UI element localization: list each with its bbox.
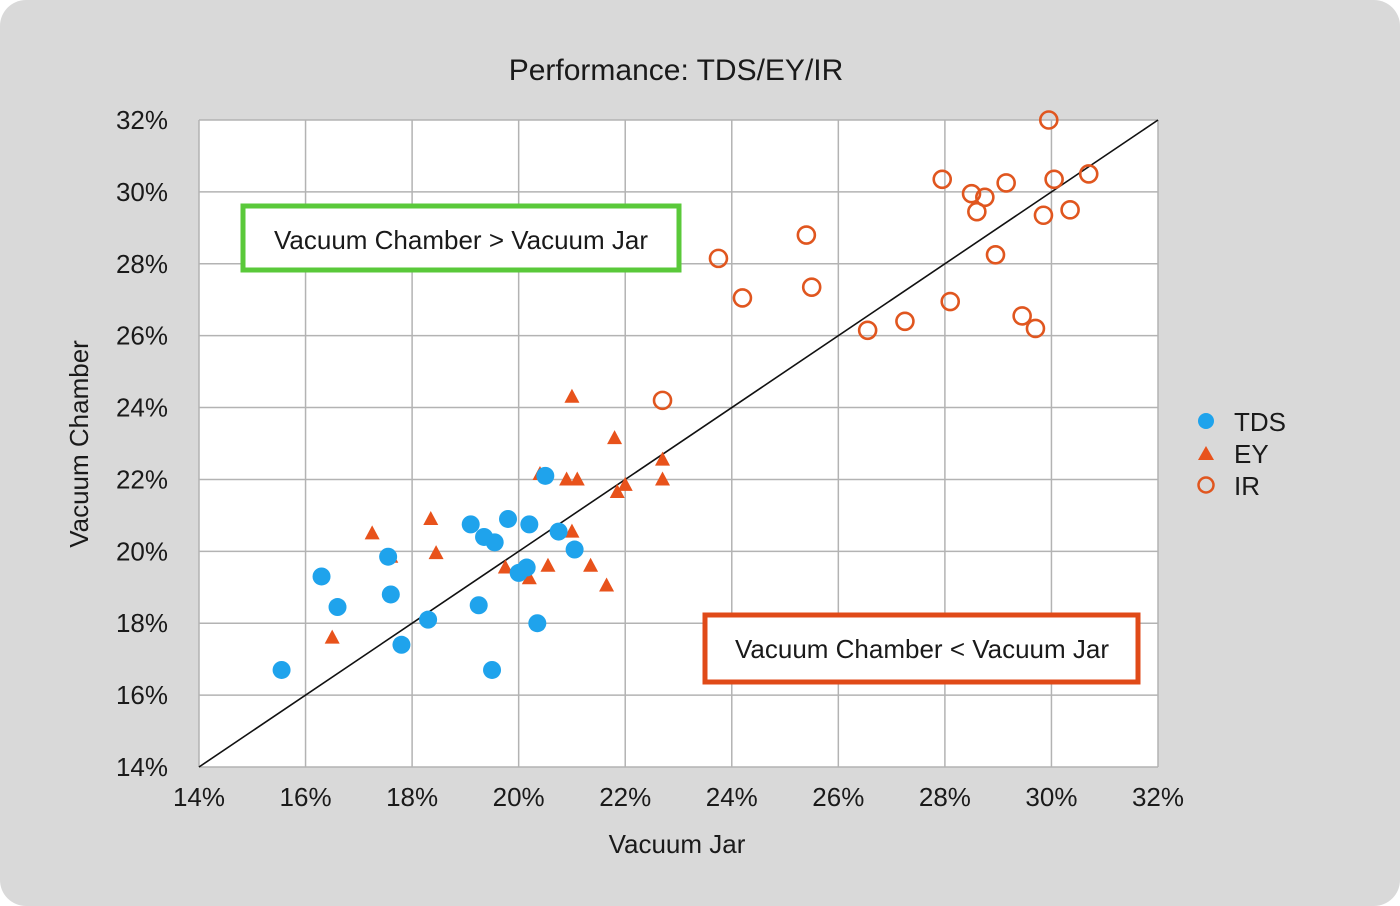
ey-point xyxy=(559,471,575,486)
y-tick-label: 22% xyxy=(116,464,168,494)
annotation-green-box xyxy=(240,203,682,273)
ey-point xyxy=(569,471,585,486)
ir-point xyxy=(940,291,961,312)
legend-ir-label: IR xyxy=(1234,471,1260,501)
y-tick-label: 28% xyxy=(116,249,168,279)
y-tick-label: 26% xyxy=(116,321,168,351)
tds-point xyxy=(499,509,518,528)
x-tick-label: 22% xyxy=(599,782,651,812)
tds-point xyxy=(419,610,438,629)
ir-point xyxy=(1033,205,1054,226)
ir-point xyxy=(985,244,1006,265)
ey-point xyxy=(599,577,615,592)
tds-point xyxy=(528,614,547,633)
tds-point xyxy=(312,567,331,586)
tds-point xyxy=(461,515,480,534)
ir-point xyxy=(975,187,995,208)
tds-point xyxy=(469,596,488,615)
legend-tds-label: TDS xyxy=(1234,407,1286,437)
y-tick-label: 24% xyxy=(116,393,168,423)
tds-point xyxy=(517,558,536,577)
ir-point xyxy=(857,320,878,341)
tds-point xyxy=(549,522,568,541)
ir-point xyxy=(1038,110,1059,130)
ey-point xyxy=(655,451,671,466)
ey-point xyxy=(521,570,537,585)
tds-point xyxy=(483,660,502,679)
chart-title: Performance: TDS/EY/IR xyxy=(509,54,844,87)
x-tick-label: 30% xyxy=(1025,782,1077,812)
ir-point xyxy=(801,277,822,297)
annotation-below-text: Vacuum Chamber < Vacuum Jar xyxy=(735,634,1109,664)
y-tick-label: 16% xyxy=(116,680,168,710)
ir-point xyxy=(895,311,915,332)
y-tick-label: 32% xyxy=(116,105,168,135)
tds-point xyxy=(381,585,400,604)
annotation-above-line: Vacuum Chamber > Vacuum Jar xyxy=(240,203,682,273)
ir-point xyxy=(932,169,953,190)
ir-point xyxy=(967,201,987,222)
ir-point xyxy=(796,225,817,245)
ey-point xyxy=(655,471,671,486)
reference-diagonal-line xyxy=(198,119,1159,768)
tick-labels: 14% 16% 18% 20% 22% 24% 26% 28% 30% 32% 14% 16% 18% 2… xyxy=(116,105,1184,812)
ey-point xyxy=(583,557,599,572)
x-tick-label: 18% xyxy=(386,782,438,812)
y-axis-title: Vacuum Chamber xyxy=(64,340,94,548)
tds-point xyxy=(565,540,584,559)
ey-point xyxy=(324,629,340,644)
tds-point xyxy=(520,515,539,534)
tds-point xyxy=(272,660,291,679)
tds-point xyxy=(485,533,504,552)
x-tick-label: 28% xyxy=(919,782,971,812)
legend-ey-label: EY xyxy=(1234,439,1269,469)
annotation-above-text: Vacuum Chamber > Vacuum Jar xyxy=(274,225,648,255)
ey-point xyxy=(617,476,633,491)
ey-point xyxy=(607,430,623,445)
ir-point xyxy=(732,288,753,308)
legend-ey-marker xyxy=(1198,446,1214,460)
ir-point xyxy=(1044,169,1064,190)
y-tick-label: 18% xyxy=(116,608,168,638)
ir-point xyxy=(996,173,1016,193)
ey-point xyxy=(428,545,444,560)
ir-point xyxy=(708,248,729,269)
legend-tds-marker xyxy=(1198,413,1214,429)
annotation-below-line: Vacuum Chamber < Vacuum Jar xyxy=(702,612,1141,685)
tds-point xyxy=(379,547,398,566)
ir-point xyxy=(961,183,982,204)
ir-point xyxy=(652,390,673,411)
y-tick-label: 30% xyxy=(116,177,168,207)
x-tick-label: 26% xyxy=(812,782,864,812)
annotation-orange-box xyxy=(702,612,1141,685)
x-axis-title: Vacuum Jar xyxy=(609,829,746,859)
x-tick-label: 24% xyxy=(706,782,758,812)
x-tick-label: 20% xyxy=(493,782,545,812)
y-tick-label: 20% xyxy=(116,536,168,566)
x-tick-label: 32% xyxy=(1132,782,1184,812)
tds-point xyxy=(328,598,347,617)
ir-point xyxy=(1012,306,1032,326)
ey-point xyxy=(364,525,380,540)
legend: TDS EY IR xyxy=(1197,407,1286,501)
ey-point xyxy=(540,557,556,572)
series-ir xyxy=(652,110,1099,411)
ir-point xyxy=(1025,318,1046,339)
ir-point xyxy=(1078,164,1099,184)
tds-point xyxy=(392,635,411,654)
x-tick-label: 16% xyxy=(280,782,332,812)
ey-point xyxy=(609,484,625,499)
tds-point xyxy=(536,466,555,485)
ey-point xyxy=(497,559,513,574)
ey-point xyxy=(564,388,580,403)
y-tick-label: 14% xyxy=(116,752,168,782)
ir-point xyxy=(1060,200,1080,220)
series-tds xyxy=(272,466,584,679)
legend-ir-marker xyxy=(1197,476,1215,494)
ey-point xyxy=(423,510,439,525)
ey-point xyxy=(564,523,580,538)
x-tick-label: 14% xyxy=(173,782,225,812)
